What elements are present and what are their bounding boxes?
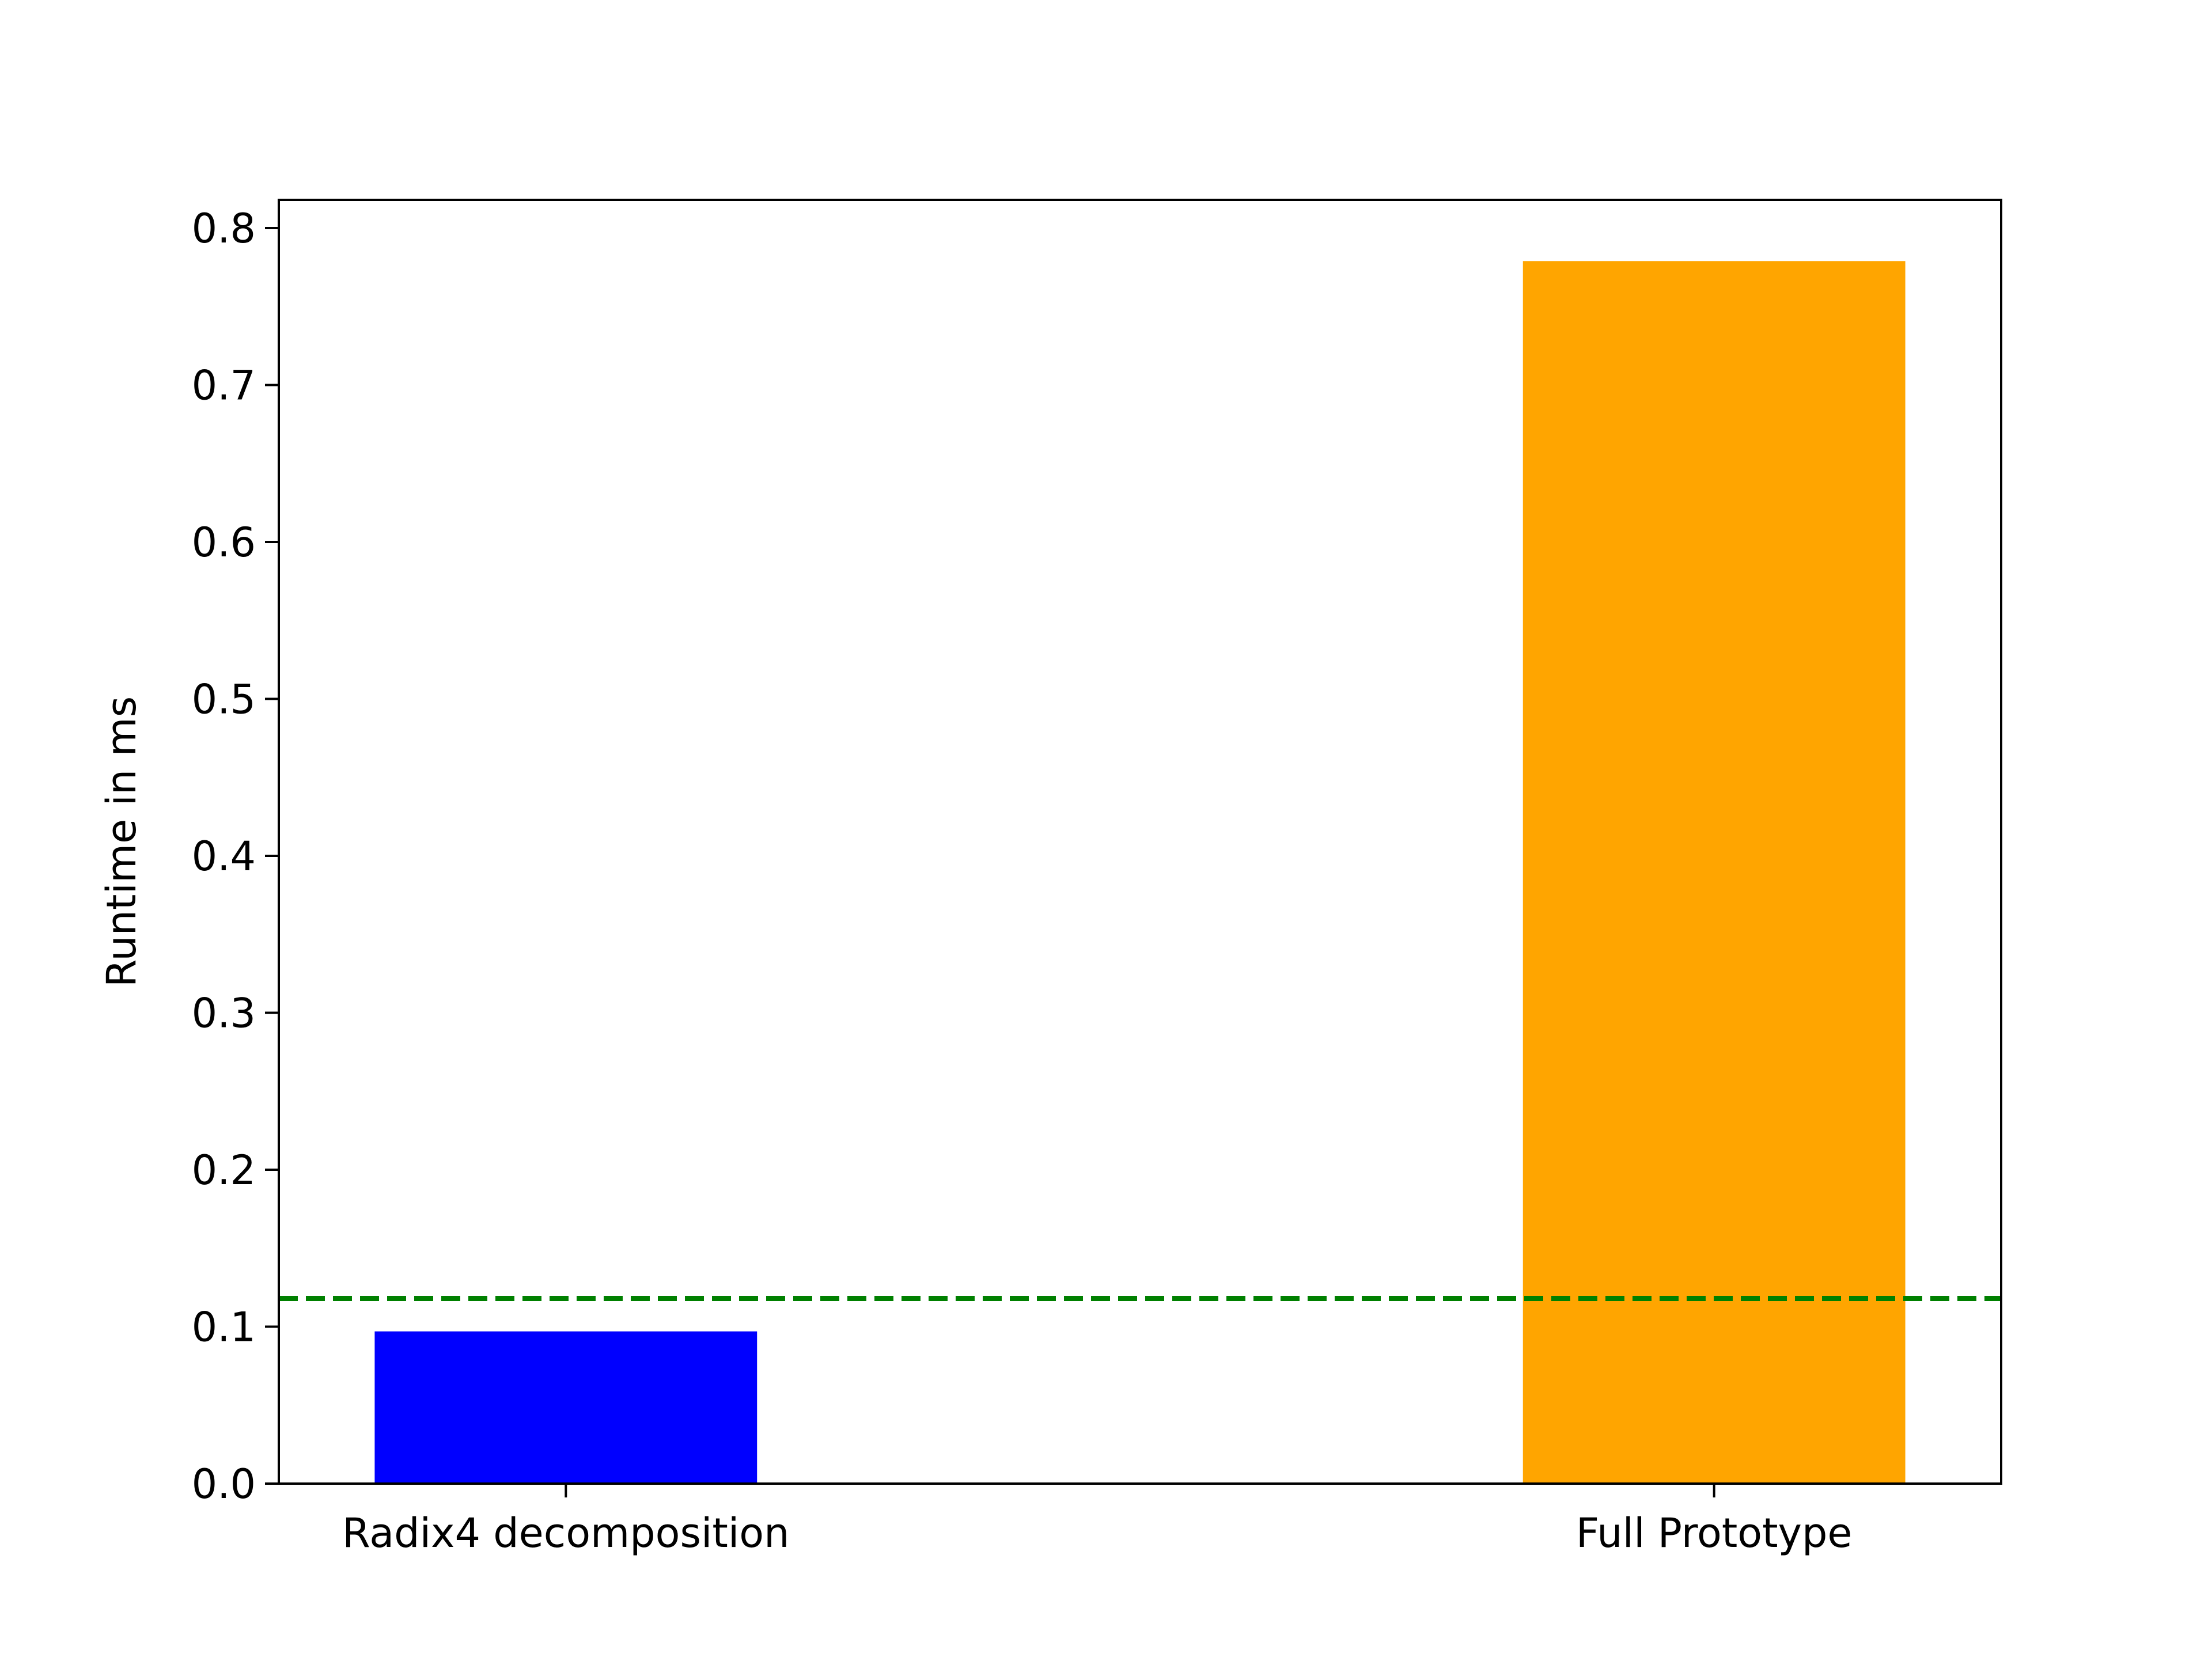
y-tick-label: 0.3 [192,990,256,1037]
x-tick-label: Radix4 decomposition [342,1510,789,1557]
bar-0 [374,1331,757,1484]
x-tick-label: Full Prototype [1576,1510,1853,1557]
y-tick-label: 0.7 [192,362,256,409]
bar-1 [1522,261,1906,1484]
y-axis-label: Runtime in ms [98,696,145,987]
y-tick-label: 0.1 [192,1304,256,1351]
y-tick-label: 0.5 [192,676,256,723]
y-tick-label: 0.2 [192,1147,256,1194]
y-tick-label: 0.4 [192,833,256,880]
bars-layer [374,261,1906,1484]
axes-layer [278,199,2002,1485]
y-tick-label: 0.0 [192,1461,256,1508]
x-ticks-layer: Radix4 decomposition Full Prototype [342,1484,1852,1557]
y-tick-label: 0.6 [192,519,256,566]
y-ticks-layer: 0.0 0.1 0.2 0.3 0.4 0.5 0.6 0.7 0.8 [192,205,279,1508]
y-tick-label: 0.8 [192,205,256,252]
plot-frame [278,199,2002,1485]
